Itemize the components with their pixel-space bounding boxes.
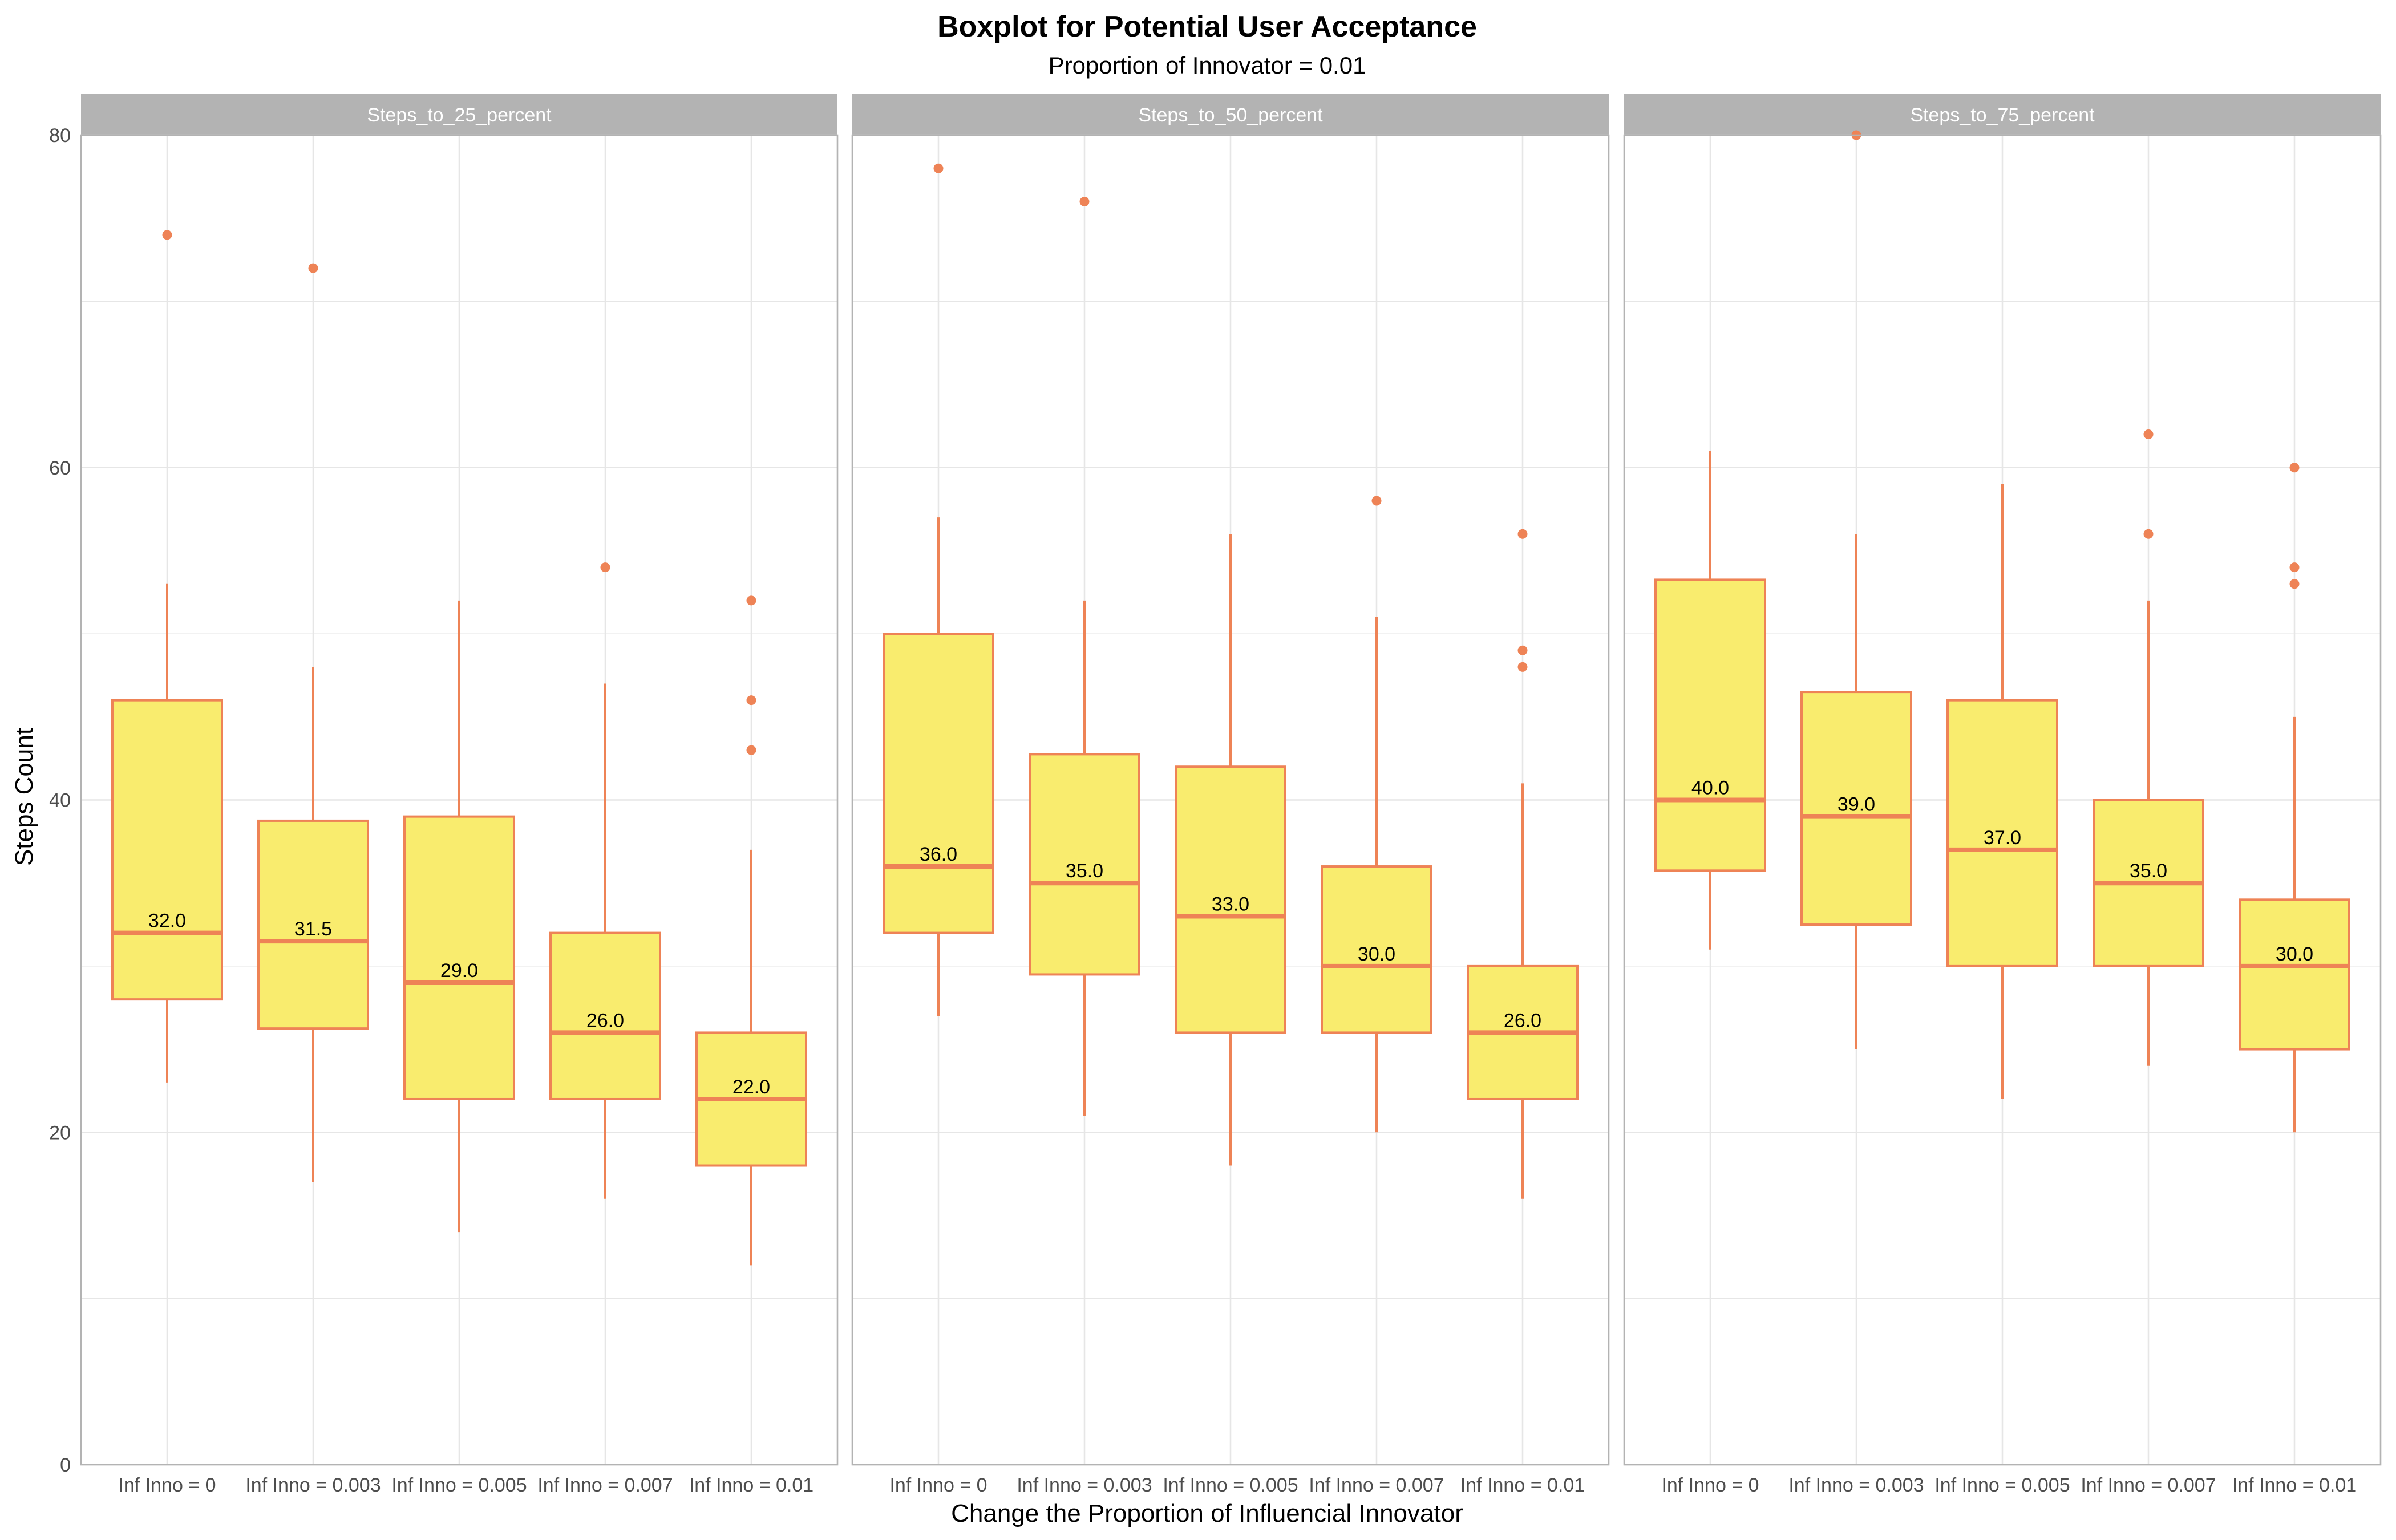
chart-subtitle: Proportion of Innovator = 0.01 [1049, 52, 1366, 79]
x-tick-label: Inf Inno = 0 [118, 1474, 216, 1496]
y-axis-title: Steps Count [10, 728, 38, 866]
outlier-point [933, 163, 944, 173]
y-tick-label: 80 [49, 125, 71, 147]
x-tick-label: Inf Inno = 0.01 [689, 1474, 813, 1496]
box-1: 32.0 [111, 230, 223, 1083]
box-body [1029, 753, 1140, 976]
median-label: 32.0 [148, 910, 186, 932]
outlier-point [1517, 645, 1528, 655]
box-body [403, 815, 515, 1100]
box-body [1654, 578, 1766, 872]
box-3: 29.0 [403, 600, 515, 1233]
outlier-point [1517, 662, 1528, 672]
box-body [1800, 691, 1912, 926]
box-body [1175, 765, 1286, 1034]
x-tick-label: Inf Inno = 0.005 [1934, 1474, 2070, 1496]
panel-border [851, 134, 1610, 1466]
outlier-point [2289, 463, 2300, 473]
box-3: 37.0 [1946, 484, 2058, 1099]
panel-border [80, 134, 839, 1466]
median-label: 36.0 [920, 844, 957, 865]
outlier-point [1371, 496, 1382, 506]
facet-panel: Steps_to_25_percent 32.0 31.5 29.0 26.0 22.0 I… [80, 94, 839, 1496]
outlier-point [746, 695, 756, 706]
x-tick-label: Inf Inno = 0.007 [1309, 1474, 1444, 1496]
box-body [111, 699, 223, 1001]
box-1: 40.0 [1654, 451, 1766, 950]
box-body [1321, 865, 1432, 1034]
x-tick-label: Inf Inno = 0.003 [1788, 1474, 1924, 1496]
x-tick-label: Inf Inno = 0.01 [2232, 1474, 2357, 1496]
x-tick-label: Inf Inno = 0.007 [537, 1474, 673, 1496]
facet-strip-label: Steps_to_75_percent [1910, 104, 2095, 126]
median-label: 39.0 [1838, 794, 1875, 816]
median-label: 35.0 [1066, 860, 1103, 882]
box-2: 35.0 [1029, 197, 1140, 1116]
box-body [2239, 898, 2350, 1051]
box-4: 26.0 [549, 562, 661, 1199]
box-5: 30.0 [2239, 463, 2350, 1133]
y-tick-label: 20 [49, 1122, 71, 1144]
outlier-point [2143, 529, 2154, 539]
x-tick-label: Inf Inno = 0.01 [1460, 1474, 1585, 1496]
outlier-point [600, 562, 610, 573]
x-tick-label: Inf Inno = 0 [1661, 1474, 1759, 1496]
x-tick-label: Inf Inno = 0 [889, 1474, 987, 1496]
median-label: 31.5 [294, 918, 332, 940]
outlier-point [2143, 429, 2154, 439]
facet-strip-label: Steps_to_50_percent [1138, 104, 1323, 126]
box-2: 31.5 [257, 263, 369, 1182]
box-body [549, 931, 661, 1100]
box-1: 36.0 [883, 163, 994, 1016]
median-label: 33.0 [1212, 893, 1249, 915]
panel-border [1623, 134, 2382, 1466]
median-label: 37.0 [1984, 827, 2021, 849]
box-4: 30.0 [1321, 496, 1432, 1133]
median-label: 30.0 [2276, 943, 2313, 965]
box-5: 22.0 [695, 595, 807, 1266]
x-tick-label: Inf Inno = 0.005 [1163, 1474, 1298, 1496]
box-body [257, 819, 369, 1030]
facet-strip [81, 94, 837, 135]
y-tick-label: 60 [49, 457, 71, 479]
median-label: 22.0 [732, 1076, 770, 1098]
outlier-point [2289, 579, 2300, 589]
facet-strip-label: Steps_to_25_percent [367, 104, 552, 126]
outlier-point [746, 745, 756, 755]
median-label: 30.0 [1358, 943, 1395, 965]
outlier-point [2289, 562, 2300, 573]
box-4: 35.0 [2093, 429, 2204, 1066]
facet-panel: Steps_to_50_percent 36.0 35.0 33.0 30.0 26.0 I… [851, 94, 1610, 1496]
box-body [883, 633, 994, 934]
x-tick-label: Inf Inno = 0.007 [2081, 1474, 2216, 1496]
box-3: 33.0 [1175, 534, 1286, 1166]
facet-panel: Steps_to_75_percent 40.0 39.0 37.0 35.0 30.0 I… [1623, 94, 2382, 1496]
box-2: 39.0 [1800, 130, 1912, 1049]
box-body [1946, 699, 2058, 967]
y-tick-label: 0 [60, 1454, 71, 1476]
x-tick-label: Inf Inno = 0.003 [245, 1474, 381, 1496]
box-5: 26.0 [1467, 529, 1579, 1199]
x-tick-label: Inf Inno = 0.003 [1017, 1474, 1152, 1496]
outlier-point [746, 595, 756, 606]
median-label: 29.0 [440, 960, 478, 982]
y-tick-label: 40 [49, 790, 71, 812]
outlier-point [1079, 197, 1090, 207]
median-label: 40.0 [1691, 777, 1729, 799]
x-tick-label: Inf Inno = 0.005 [391, 1474, 527, 1496]
median-label: 26.0 [586, 1010, 624, 1031]
median-label: 35.0 [2130, 860, 2167, 882]
outlier-point [308, 263, 318, 273]
chart-title: Boxplot for Potential User Acceptance [937, 10, 1477, 43]
outlier-point [162, 230, 172, 240]
facet-strip [852, 94, 1609, 135]
outlier-point [1517, 529, 1528, 539]
median-label: 26.0 [1504, 1010, 1541, 1031]
x-axis-title: Change the Proportion of Influencial Inn… [951, 1500, 1463, 1527]
facet-strip [1624, 94, 2381, 135]
facet-panels: 0 20 40 60 80 Steps_to_25_percent 32.0 31.5 29.0… [49, 94, 2382, 1496]
